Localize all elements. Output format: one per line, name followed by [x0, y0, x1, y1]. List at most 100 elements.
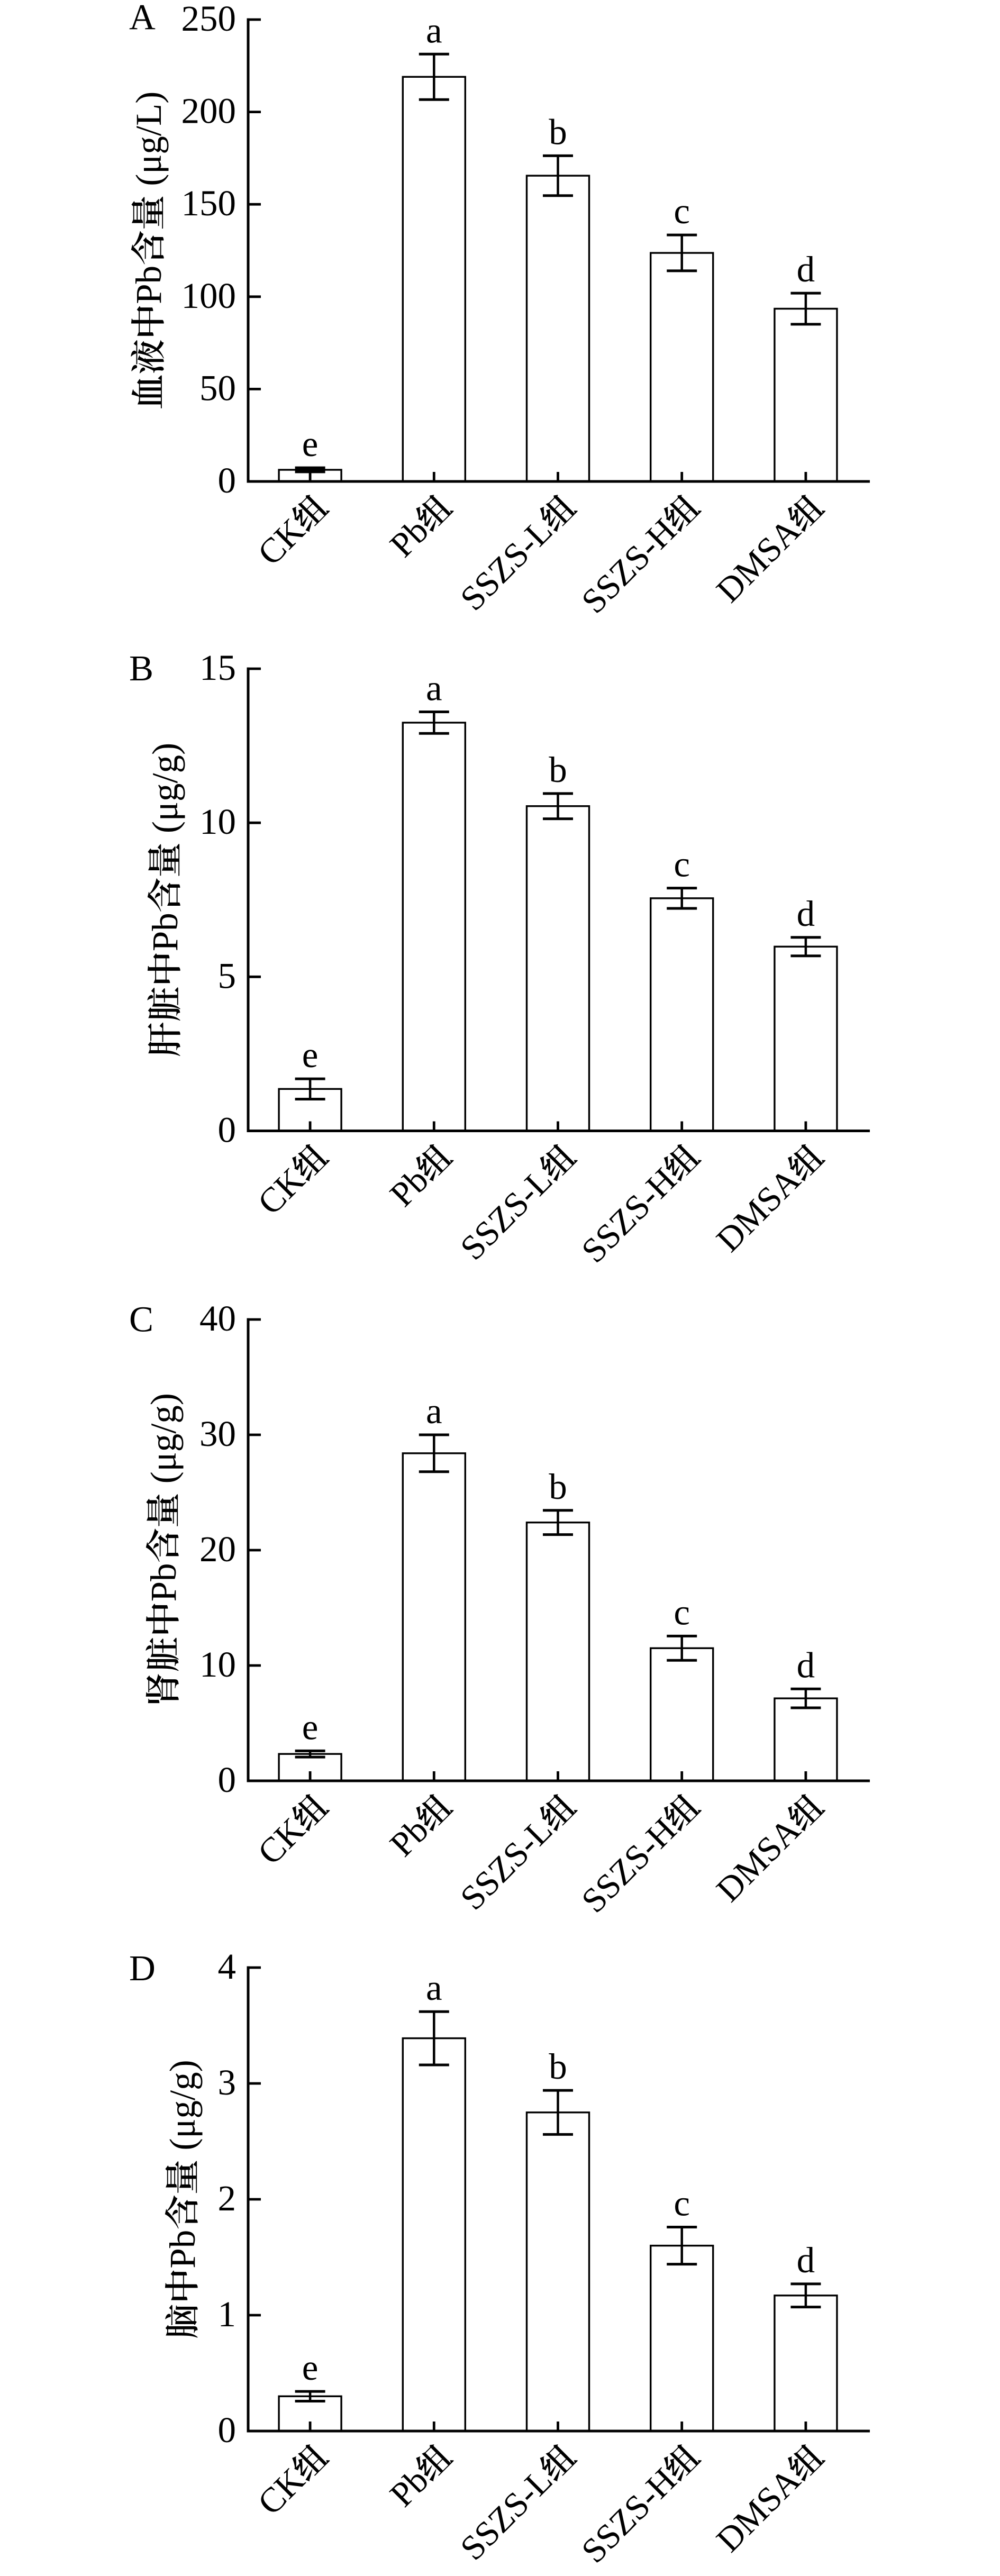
- svg-text:(μg/L): (μg/L): [129, 92, 169, 195]
- svg-text:DMSA: DMSA: [709, 511, 808, 610]
- x-tick-label: Pb: [383, 495, 454, 565]
- sig-letter: e: [302, 2347, 319, 2388]
- bar: [525, 805, 590, 1132]
- sig-letter: b: [549, 750, 567, 790]
- sig-letter: d: [797, 894, 815, 934]
- x-tick-label: DMSA: [709, 1144, 826, 1259]
- bar: [649, 2244, 714, 2432]
- sig-letter: b: [549, 112, 567, 152]
- sig-letter: d: [797, 2240, 815, 2280]
- svg-text:SSZS-L: SSZS-L: [453, 2461, 560, 2568]
- sig-letter: e: [302, 1707, 319, 1747]
- y-tick-label: 100: [181, 276, 237, 316]
- y-tick-label: 40: [199, 1298, 236, 1339]
- svg-text:(μg/g): (μg/g): [145, 743, 185, 842]
- svg-text:SSZS-L: SSZS-L: [453, 1810, 560, 1917]
- y-tick-label: 30: [199, 1414, 236, 1454]
- svg-text:(μg/g): (μg/g): [162, 2060, 203, 2159]
- sig-letter: a: [426, 1391, 442, 1431]
- bar: [402, 2037, 466, 2432]
- axes: [247, 1966, 870, 2433]
- y-tick-label: 0: [218, 1760, 237, 1800]
- y-tick-label: 1: [218, 2294, 237, 2334]
- x-tick-label: DMSA: [709, 2444, 826, 2560]
- x-tick-label: SSZS-H: [574, 1794, 702, 1920]
- x-tick-label: Pb: [383, 2444, 454, 2514]
- panel-B: B 0 5 10 15 e CK a Pb b SSZS-L c SSZS-H d DMSA Pb (μg/g…: [129, 648, 870, 1270]
- panel-D: D 0 1 2 3 4 e CK a Pb b SSZS-L c SSZS-H d DMSA Pb (μg/g): [129, 1946, 870, 2571]
- x-tick-label: SSZS-L: [453, 495, 578, 618]
- svg-text:SSZS-H: SSZS-H: [574, 511, 684, 621]
- bar: [525, 2111, 590, 2432]
- x-tick-label: SSZS-H: [574, 1144, 702, 1270]
- svg-text:Pb: Pb: [383, 1810, 436, 1864]
- x-tick-label: Pb: [383, 1794, 454, 1864]
- bar: [402, 1452, 466, 1782]
- y-tick-label: 10: [199, 1644, 236, 1685]
- sig-letter: b: [549, 2046, 567, 2087]
- x-tick-label: DMSA: [709, 1794, 826, 1909]
- x-tick-label: CK: [250, 2444, 330, 2523]
- x-tick-label: SSZS-H: [574, 2444, 702, 2571]
- bar: [774, 1697, 838, 1782]
- svg-text:SSZS-H: SSZS-H: [574, 2461, 684, 2570]
- sig-letter: c: [674, 844, 690, 885]
- bar: [649, 252, 714, 483]
- svg-text:SSZS-H: SSZS-H: [574, 1810, 684, 1920]
- x-tick-label: SSZS-L: [453, 1144, 578, 1268]
- svg-text:Pb: Pb: [162, 2230, 203, 2269]
- sig-letter: b: [549, 1467, 567, 1507]
- sig-letter: a: [426, 1968, 442, 2008]
- panel-letter: D: [129, 1948, 156, 1988]
- bar: [774, 945, 838, 1132]
- y-tick-label: 4: [218, 1946, 237, 1987]
- sig-letter: e: [302, 1035, 319, 1075]
- sig-letter: a: [426, 668, 442, 708]
- panel-A: A 0 50 100 150 200 250 e CK a Pb b SSZS-L c SSZS-H d DMS…: [129, 0, 870, 621]
- y-tick-label: 200: [181, 91, 237, 131]
- bar: [649, 897, 714, 1132]
- y-tick-label: 0: [218, 1110, 237, 1150]
- y-tick-label: 0: [218, 460, 237, 500]
- panel-letter: C: [129, 1299, 153, 1340]
- y-tick-label: 20: [199, 1529, 236, 1569]
- bar: [402, 722, 466, 1132]
- panel-C: C 0 10 20 30 40 e CK a Pb b SSZS-L c SSZS-H d DMSA Pb (μ…: [129, 1298, 870, 1920]
- y-tick-label: 50: [199, 368, 236, 408]
- sig-letter: c: [674, 2183, 690, 2224]
- bar: [649, 1647, 714, 1782]
- svg-text:SSZS-H: SSZS-H: [574, 1161, 684, 1270]
- svg-text:CK: CK: [250, 1161, 312, 1222]
- y-tick-label: 150: [181, 183, 237, 223]
- y-axis-label: Pb (μg/g): [145, 743, 185, 1056]
- y-tick-label: 15: [199, 648, 236, 688]
- y-tick-label: 250: [181, 0, 237, 39]
- sig-letter: c: [674, 1592, 690, 1632]
- svg-text:Pb: Pb: [143, 1563, 184, 1602]
- svg-text:DMSA: DMSA: [709, 2461, 808, 2560]
- y-tick-label: 0: [218, 2410, 237, 2450]
- sig-letter: d: [797, 1645, 815, 1685]
- bar: [525, 1521, 590, 1782]
- svg-text:Pb: Pb: [383, 1161, 436, 1214]
- x-tick-label: CK: [250, 495, 330, 573]
- y-axis-label: Pb (μg/L): [129, 92, 169, 409]
- sig-letter: c: [674, 191, 690, 231]
- panel-letter: B: [129, 648, 153, 688]
- y-tick-label: 5: [218, 955, 237, 996]
- svg-text:Pb: Pb: [383, 2461, 436, 2514]
- sig-letter: a: [426, 10, 442, 50]
- svg-text:Pb: Pb: [129, 266, 169, 304]
- panel-letter: A: [129, 0, 156, 37]
- x-tick-label: Pb: [383, 1144, 454, 1214]
- y-tick-label: 10: [199, 802, 236, 842]
- y-axis-label: Pb (μg/g): [162, 2060, 203, 2338]
- y-tick-label: 2: [218, 2178, 237, 2218]
- x-tick-label: CK: [250, 1144, 330, 1222]
- svg-text:DMSA: DMSA: [709, 1810, 808, 1909]
- x-tick-label: DMSA: [709, 495, 826, 610]
- svg-text:CK: CK: [250, 511, 312, 572]
- x-tick-label: CK: [250, 1794, 330, 1872]
